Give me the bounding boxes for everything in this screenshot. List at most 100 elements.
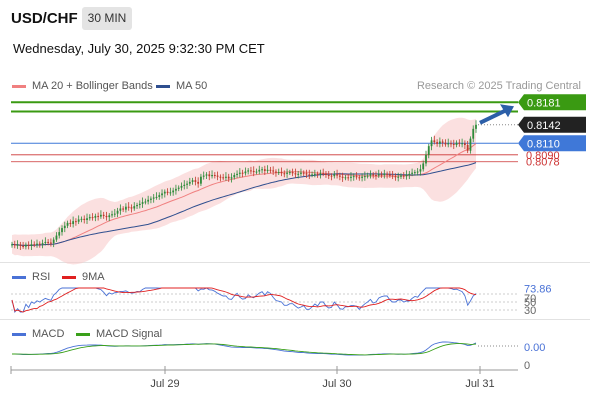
candle-body bbox=[408, 173, 411, 175]
candle-body bbox=[205, 174, 208, 176]
macd-signal-swatch bbox=[76, 332, 90, 336]
target-arrow-shaft bbox=[479, 107, 509, 125]
candle-body bbox=[216, 175, 219, 177]
candle-body bbox=[444, 142, 447, 145]
candle-body bbox=[327, 175, 330, 176]
candle-body bbox=[113, 213, 116, 215]
candle-body bbox=[80, 218, 83, 220]
candle-body bbox=[472, 128, 475, 139]
candle-body bbox=[125, 206, 127, 210]
x-axis-label: Jul 29 bbox=[150, 378, 179, 390]
macd-signal-line bbox=[12, 343, 477, 356]
legend-ma20-bollinger: MA 20 + Bollinger Bands bbox=[12, 80, 153, 92]
candle-body bbox=[11, 244, 13, 246]
candle-body bbox=[405, 175, 408, 177]
candle-body bbox=[247, 170, 250, 172]
level-lines-layer bbox=[11, 101, 518, 163]
timeframe-button[interactable]: 30 MIN bbox=[82, 7, 132, 30]
last-price-label: 0.8142 bbox=[527, 120, 561, 132]
candle-body bbox=[61, 228, 63, 233]
candle-body bbox=[416, 171, 419, 173]
candle-body bbox=[422, 163, 425, 170]
candle-body bbox=[272, 170, 275, 172]
candle-body bbox=[58, 232, 61, 236]
pivot-label-bg bbox=[518, 135, 586, 152]
candle-body bbox=[300, 172, 302, 174]
candle-body bbox=[49, 242, 52, 244]
candle-body bbox=[344, 177, 347, 179]
legend-ma50: MA 50 bbox=[156, 80, 207, 92]
candle-body bbox=[341, 176, 344, 178]
candle-body bbox=[100, 214, 102, 217]
candle-body bbox=[144, 201, 147, 203]
macd-layer: 0.00 0 bbox=[11, 341, 545, 372]
candle-body bbox=[194, 180, 197, 182]
pivot-label: 0.8110 bbox=[527, 138, 560, 150]
candle-body bbox=[75, 221, 77, 223]
candle-body bbox=[180, 185, 183, 188]
candle-body bbox=[155, 196, 158, 198]
candle-body bbox=[441, 141, 444, 143]
candle-body bbox=[458, 142, 461, 144]
candle-body bbox=[127, 206, 130, 208]
support1-label: 0.8090 bbox=[526, 150, 560, 162]
candle-body bbox=[91, 217, 94, 219]
candle-body bbox=[158, 195, 161, 197]
candle-body bbox=[213, 175, 216, 176]
candle-body bbox=[269, 169, 272, 171]
support2-label: 0.8078 bbox=[526, 157, 560, 169]
rsi-swatch bbox=[12, 275, 26, 279]
candle-body bbox=[163, 191, 166, 194]
x-axis-label: Jul 30 bbox=[322, 378, 351, 390]
candle-body bbox=[358, 177, 361, 179]
candle-body bbox=[277, 172, 280, 174]
candle-body bbox=[166, 191, 169, 193]
target-label-bg bbox=[518, 94, 586, 111]
candle-body bbox=[116, 210, 119, 214]
legend-rsi-label: RSI bbox=[32, 271, 51, 283]
candle-body bbox=[250, 170, 252, 172]
candle-body bbox=[22, 245, 25, 247]
candle-body bbox=[347, 177, 350, 179]
candle-body bbox=[333, 174, 336, 177]
candle-body bbox=[183, 184, 186, 186]
candle-body bbox=[72, 221, 75, 225]
ma20-swatch bbox=[12, 84, 26, 88]
candle-body bbox=[111, 214, 113, 216]
candle-body bbox=[122, 208, 125, 210]
candle-body bbox=[263, 169, 266, 171]
candle-body bbox=[219, 176, 222, 178]
candle-body bbox=[136, 205, 138, 207]
watermark: Research © 2025 Trading Central bbox=[416, 80, 581, 92]
candle-body bbox=[150, 198, 152, 200]
divider-rsi-macd bbox=[0, 319, 590, 320]
ma50-swatch bbox=[156, 84, 170, 88]
rsi-9ma-swatch bbox=[62, 275, 76, 279]
candle-body bbox=[261, 169, 263, 171]
candle-body bbox=[322, 173, 325, 175]
candle-body bbox=[311, 174, 313, 176]
candle-body bbox=[211, 175, 213, 177]
candle-body bbox=[175, 188, 177, 191]
macd-zero-label: 0 bbox=[524, 360, 530, 372]
target-arrow-layer bbox=[479, 104, 514, 125]
candle-body bbox=[394, 176, 397, 178]
candle-body bbox=[266, 169, 269, 171]
candle-body bbox=[297, 173, 300, 175]
last-price-label-bg bbox=[518, 116, 586, 133]
candle-body bbox=[369, 174, 372, 176]
candle-body bbox=[191, 180, 194, 182]
candle-body bbox=[380, 174, 383, 176]
candle-body bbox=[197, 181, 200, 184]
moving-average-layer bbox=[11, 143, 477, 246]
candle-body bbox=[352, 176, 355, 178]
candle-body bbox=[372, 174, 375, 176]
candle-body bbox=[30, 244, 33, 246]
candle-body bbox=[291, 172, 294, 174]
candle-body bbox=[336, 174, 338, 176]
candle-body bbox=[430, 140, 433, 147]
bollinger-band-layer bbox=[12, 117, 476, 265]
ma20-line bbox=[11, 143, 477, 246]
candle-body bbox=[286, 172, 288, 174]
